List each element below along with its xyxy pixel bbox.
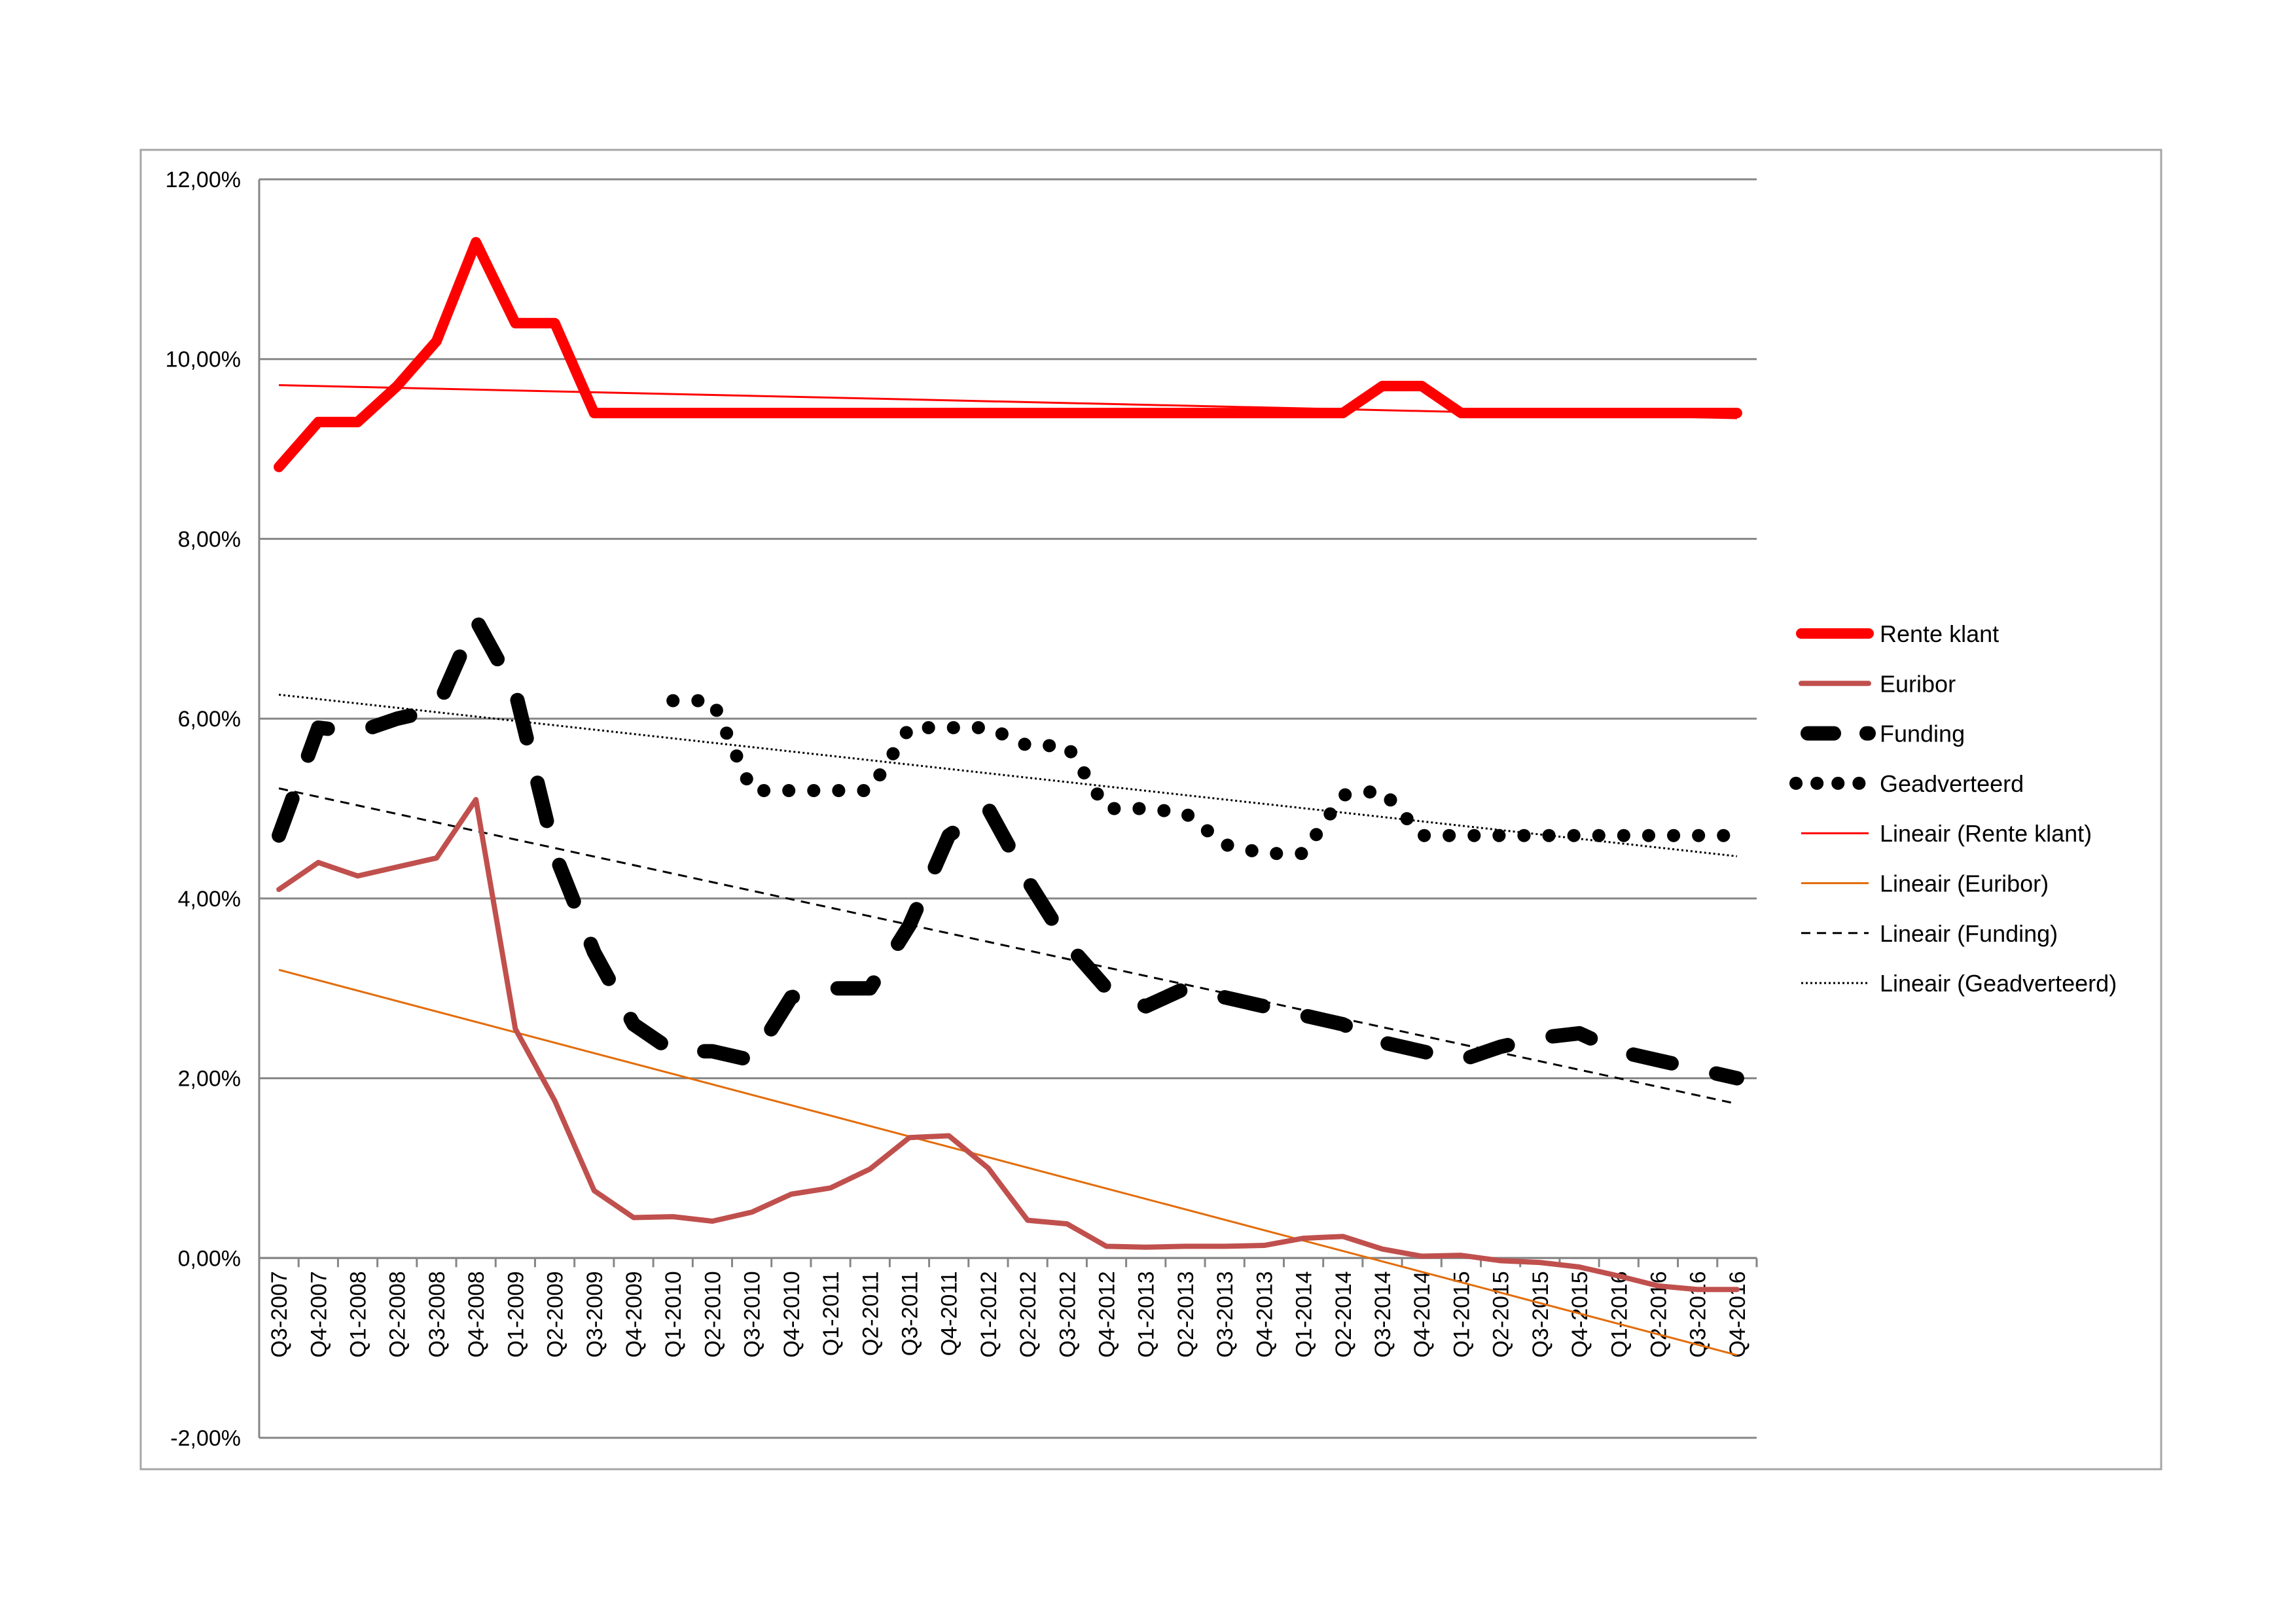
x-tick-label: Q3-2009 [583,1271,607,1357]
x-tick-label: Q1-2014 [1292,1271,1317,1357]
x-tick-label: Q3-2012 [1055,1271,1080,1357]
x-tick-label: Q3-2011 [897,1271,922,1356]
legend-label: Funding [1880,721,1965,747]
x-tick-label: Q1-2011 [819,1271,844,1356]
y-tick-label: 10,00% [166,348,241,372]
legend-label: Lineair (Geadverteerd) [1880,970,2117,997]
x-tick-label: Q2-2014 [1331,1271,1356,1357]
x-tick-label: Q2-2008 [386,1271,410,1357]
y-tick-label: 2,00% [178,1067,241,1092]
x-tick-label: Q3-2010 [740,1271,765,1357]
x-tick-label: Q3-2008 [425,1271,450,1357]
x-tick-label: Q1-2010 [661,1271,686,1357]
trendline-euribor [278,969,1738,1357]
x-tick-label: Q2-2009 [543,1271,568,1357]
series-lines [272,237,1744,1293]
x-tick-label: Q4-2011 [937,1271,962,1356]
legend: Rente klant Euribor Funding Geadverteerd Lin… [1789,620,2117,997]
series-line-geadverteerd [666,694,1744,861]
x-tick-label: Q2-2012 [1016,1271,1041,1357]
y-tick-label: -2,00% [170,1426,241,1451]
x-tick-label: Q4-2010 [780,1271,804,1357]
legend-label: Rente klant [1880,620,1999,647]
legend-label: Lineair (Funding) [1880,920,2058,947]
y-tick-label: 8,00% [178,527,241,552]
x-tick-label: Q4-2013 [1252,1271,1277,1357]
x-tick-label: Q3-2015 [1528,1271,1553,1357]
legend-label: Euribor [1880,670,1956,697]
x-tick-label: Q1-2012 [977,1271,1001,1357]
x-tick-label: Q1-2016 [1607,1271,1632,1357]
x-tick-label: Q4-2016 [1725,1271,1750,1357]
y-axis-ticks: -2,00% 0,00% 2,00% 4,00% 6,00% 8,00% 10,00% 12,… [166,168,241,1451]
y-tick-label: 12,00% [166,168,241,192]
x-tick-label: Q4-2012 [1095,1271,1120,1357]
series-line-rente-klant [274,237,1742,473]
x-tick-label: Q4-2009 [622,1271,647,1357]
x-tick-label: Q3-2007 [267,1271,292,1357]
y-tick-label: 0,00% [178,1246,241,1271]
x-tick-label: Q3-2014 [1371,1271,1395,1357]
y-tick-label: 6,00% [178,707,241,732]
x-tick-label: Q4-2014 [1410,1271,1435,1357]
x-tick-label: Q1-2008 [346,1271,371,1357]
x-tick-label: Q1-2013 [1134,1271,1159,1357]
legend-label: Geadverteerd [1880,770,2024,797]
x-tick-label: Q2-2013 [1174,1271,1198,1357]
legend-label: Lineair (Rente klant) [1880,820,2092,847]
x-tick-label: Q4-2007 [306,1271,331,1357]
series-line-euribor [276,796,1740,1293]
y-tick-label: 4,00% [178,887,241,912]
x-tick-label: Q2-2010 [700,1271,725,1357]
legend-label: Lineair (Euribor) [1880,870,2049,897]
x-tick-label: Q3-2013 [1213,1271,1238,1357]
x-tick-label: Q2-2011 [858,1271,883,1356]
x-tick-label: Q4-2008 [464,1271,489,1357]
x-tick-label: Q2-2015 [1489,1271,1514,1357]
x-tick-label: Q1-2009 [503,1271,528,1357]
series-line-funding [272,613,1744,1086]
